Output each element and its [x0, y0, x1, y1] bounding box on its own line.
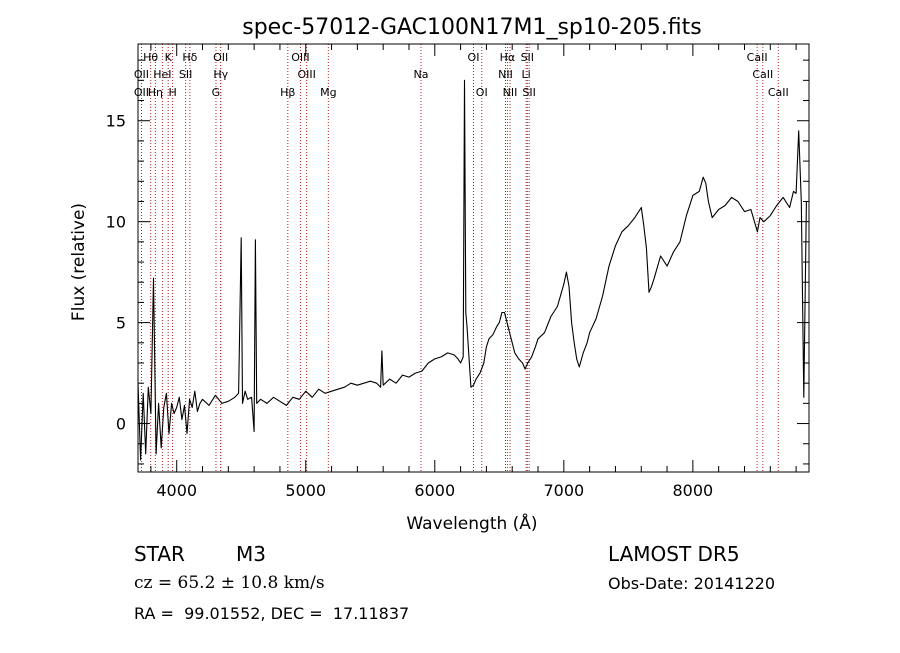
- y-tick-label: 15: [106, 112, 126, 131]
- x-tick-label: 4000: [156, 481, 197, 500]
- line-label: Hδ: [182, 51, 197, 64]
- plot-frame: [137, 43, 810, 473]
- line-label: Hα: [500, 51, 516, 64]
- line-label: CaII: [768, 86, 789, 99]
- axes-layer: 4000 5000 6000 7000 8000 0 5 10 15: [106, 43, 810, 500]
- line-label: CaII: [747, 51, 768, 64]
- spectrum-data-layer: [137, 79, 807, 461]
- redshift-velocity: cz = 65.2 ± 10.8 km/s: [134, 573, 325, 593]
- line-label: OII: [134, 68, 149, 81]
- spectrum-line: [137, 79, 807, 461]
- line-label: NII: [498, 68, 513, 81]
- line-label: K: [165, 51, 173, 64]
- line-label: Na: [413, 68, 428, 81]
- line-label: HeI: [153, 68, 171, 81]
- coordinates: RA = 99.01552, DEC = 17.11837: [134, 604, 410, 623]
- line-label: OIII: [297, 68, 315, 81]
- x-tick-label: 7000: [543, 481, 584, 500]
- line-label: OIII: [291, 51, 309, 64]
- line-label: SII: [179, 68, 192, 81]
- object-subclass: M3: [236, 542, 266, 566]
- line-label: NII: [503, 86, 518, 99]
- y-tick-label: 0: [116, 415, 126, 434]
- line-label: Hθ: [143, 51, 158, 64]
- observation-date: Obs-Date: 20141220: [608, 574, 776, 593]
- line-label: OII: [213, 51, 228, 64]
- y-axis-label: Flux (relative): [69, 203, 89, 321]
- x-tick-label: 8000: [673, 481, 714, 500]
- line-label: Mg: [320, 86, 336, 99]
- line-label: Hβ: [280, 86, 295, 99]
- line-label: H: [168, 86, 176, 99]
- line-label: CaII: [752, 68, 773, 81]
- x-axis-label: Wavelength (Å): [406, 512, 537, 534]
- line-labels-layer: Hθ K Hδ OII OIII OI Hα SII CaII OII HeI SII Hγ OIII Na…: [134, 51, 789, 99]
- y-tick-label: 10: [106, 213, 126, 232]
- y-tick-label: 5: [116, 314, 126, 333]
- x-tick-label: 6000: [414, 481, 455, 500]
- line-label: OI: [476, 86, 488, 99]
- line-label: Li: [522, 68, 531, 81]
- line-markers-layer: [140, 44, 779, 472]
- line-label: SII: [522, 86, 535, 99]
- line-label: Hγ: [213, 68, 228, 81]
- line-label: SII: [521, 51, 534, 64]
- line-label: G: [212, 86, 221, 99]
- line-label: OI: [468, 51, 480, 64]
- line-label: OII: [134, 86, 149, 99]
- object-type: STAR: [134, 542, 185, 566]
- line-label: Hη: [148, 86, 163, 99]
- chart-title: spec-57012-GAC100N17M1_sp10-205.fits: [242, 15, 702, 40]
- x-tick-label: 5000: [285, 481, 326, 500]
- survey-name: LAMOST DR5: [608, 542, 740, 566]
